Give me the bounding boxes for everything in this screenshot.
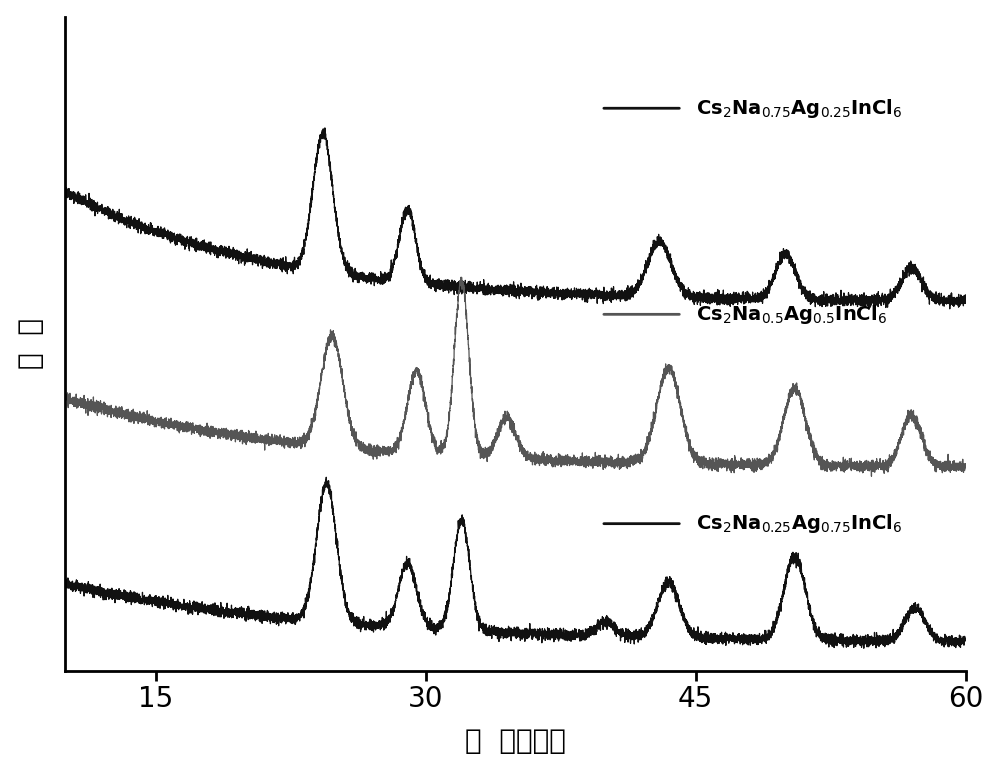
X-axis label: 角  度（度）: 角 度（度） — [465, 727, 566, 755]
Text: Cs$_2$Na$_{0.25}$Ag$_{0.75}$InCl$_6$: Cs$_2$Na$_{0.25}$Ag$_{0.75}$InCl$_6$ — [696, 512, 902, 535]
Y-axis label: 强  度: 强 度 — [17, 318, 45, 369]
Text: Cs$_2$Na$_{0.75}$Ag$_{0.25}$InCl$_6$: Cs$_2$Na$_{0.75}$Ag$_{0.25}$InCl$_6$ — [696, 96, 902, 120]
Text: Cs$_2$Na$_{0.5}$Ag$_{0.5}$InCl$_6$: Cs$_2$Na$_{0.5}$Ag$_{0.5}$InCl$_6$ — [696, 303, 886, 326]
